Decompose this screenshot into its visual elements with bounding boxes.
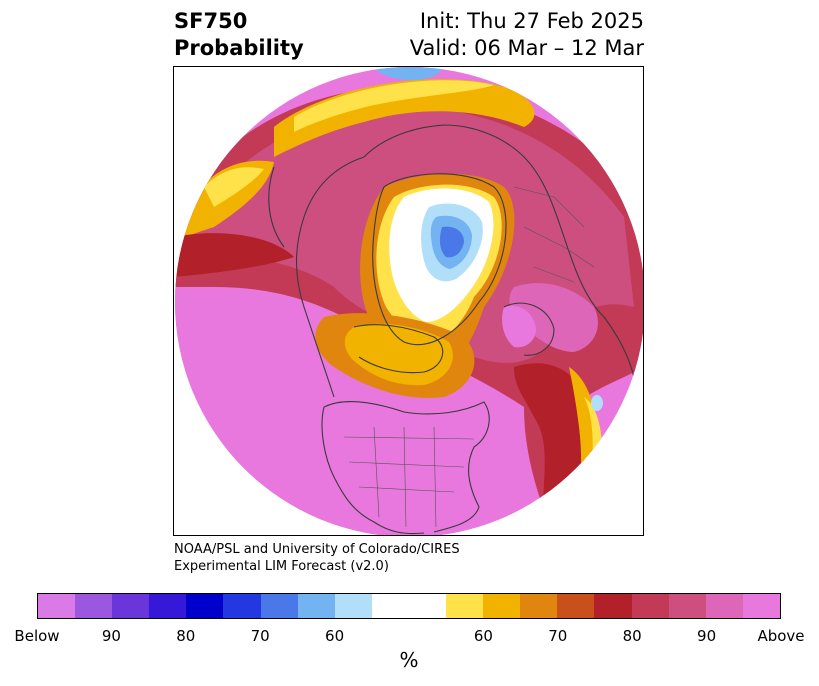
colorbar-tick-label: Above bbox=[757, 627, 805, 645]
title-dates: Init: Thu 27 Feb 2025 Valid: 06 Mar – 12… bbox=[410, 8, 644, 62]
probability-field bbox=[175, 67, 643, 535]
credit: NOAA/PSL and University of Colorado/CIRE… bbox=[174, 541, 460, 575]
title-variable: SF750 Probability bbox=[174, 8, 304, 62]
colorbar-tick-label: 70 bbox=[548, 627, 568, 645]
colorbar-swatch bbox=[557, 594, 595, 618]
colorbar-swatch bbox=[297, 594, 335, 618]
credit-line2: Experimental LIM Forecast (v2.0) bbox=[174, 559, 389, 574]
colorbar-swatch bbox=[742, 594, 780, 618]
colorbar-swatch bbox=[594, 594, 632, 618]
colorbar-tick-label: 60 bbox=[325, 627, 345, 645]
colorbar-swatch bbox=[483, 594, 521, 618]
colorbar-tick-label: 60 bbox=[473, 627, 493, 645]
colorbar-swatch bbox=[149, 594, 187, 618]
credit-line1: NOAA/PSL and University of Colorado/CIRE… bbox=[174, 542, 460, 557]
colorbar-swatch bbox=[334, 594, 372, 618]
colorbar-tick-label: 90 bbox=[101, 627, 121, 645]
colorbar-swatch bbox=[520, 594, 558, 618]
title-variable-line2: Probability bbox=[174, 36, 304, 60]
colorbar-swatch bbox=[668, 594, 706, 618]
colorbar-tick-label: 80 bbox=[622, 627, 642, 645]
colorbar-swatch bbox=[223, 594, 261, 618]
colorbar-swatch bbox=[112, 594, 150, 618]
colorbar-swatch bbox=[705, 594, 743, 618]
colorbar-swatch bbox=[38, 594, 76, 618]
colorbar-swatch bbox=[260, 594, 298, 618]
colorbar-swatch bbox=[631, 594, 669, 618]
colorbar-tick-label: Below bbox=[14, 627, 60, 645]
valid-range: Valid: 06 Mar – 12 Mar bbox=[409, 36, 644, 60]
colorbar bbox=[37, 593, 781, 619]
colorbar-swatch bbox=[446, 594, 484, 618]
colorbar-tick-label: 70 bbox=[250, 627, 270, 645]
colorbar-swatch bbox=[186, 594, 224, 618]
colorbar-unit-label: % bbox=[399, 648, 419, 672]
colorbar-swatch bbox=[371, 594, 447, 618]
polar-map bbox=[173, 66, 644, 536]
probability-map-svg bbox=[175, 67, 643, 535]
init-date: Init: Thu 27 Feb 2025 bbox=[419, 9, 644, 33]
colorbar-swatch bbox=[75, 594, 113, 618]
title-variable-line1: SF750 bbox=[174, 9, 248, 33]
colorbar-tick-label: 80 bbox=[176, 627, 196, 645]
colorbar-tick-label: 90 bbox=[697, 627, 717, 645]
